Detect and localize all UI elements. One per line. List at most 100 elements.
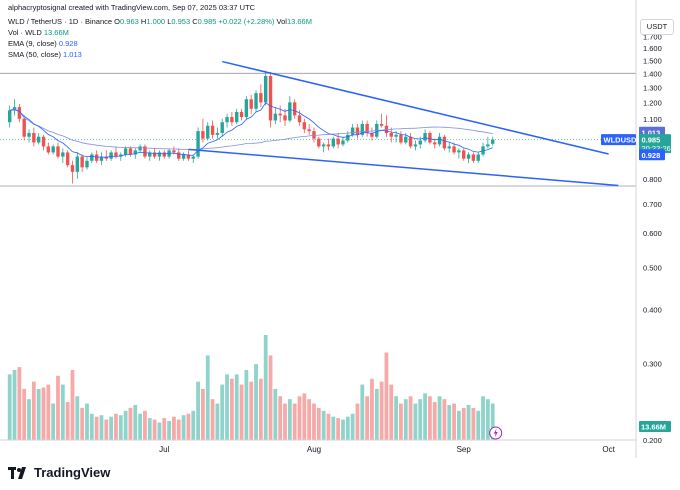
volume-bar xyxy=(239,384,244,440)
candle-body xyxy=(123,148,128,155)
volume-bar xyxy=(31,381,36,440)
candle-body xyxy=(152,152,157,157)
volume-bar xyxy=(418,399,423,440)
volume-legend: Vol · WLD 13.66M xyxy=(8,28,69,38)
volume-bar xyxy=(51,403,56,440)
volume-bar xyxy=(162,418,167,440)
volume-bar xyxy=(307,399,312,440)
volume-bar xyxy=(365,396,370,440)
candle-body xyxy=(133,150,137,155)
candle-body xyxy=(90,154,94,161)
candle-body xyxy=(370,132,374,137)
y-tick-label: 0.600 xyxy=(643,229,662,238)
volume-bar xyxy=(215,403,220,440)
candles xyxy=(8,70,495,184)
volume-bar xyxy=(360,384,365,440)
volume-tag-bg xyxy=(639,421,671,432)
ema-legend-value: 0.928 xyxy=(58,39,78,48)
candle-body xyxy=(355,127,360,135)
sma-legend: SMA (50, close) 1.013 xyxy=(8,50,82,60)
close-label: C xyxy=(192,17,198,26)
volume-tag: 13.66M xyxy=(641,423,666,432)
high-value: 1.000 xyxy=(146,17,166,26)
candle-body xyxy=(186,154,191,159)
candle-body xyxy=(307,129,311,132)
volume-bar xyxy=(312,403,316,440)
currency-button[interactable]: USDT xyxy=(640,19,674,35)
low-label: L xyxy=(167,17,172,26)
candle-body xyxy=(350,127,355,135)
candle-body xyxy=(32,132,36,143)
volume-bar xyxy=(254,364,258,440)
candle-body xyxy=(196,131,200,157)
volume-bar xyxy=(7,374,12,440)
volume-bar xyxy=(394,396,398,440)
candle-body xyxy=(157,152,162,157)
y-tick-label: 0.700 xyxy=(643,200,662,209)
volume-bar xyxy=(384,352,389,440)
candle-body xyxy=(321,144,326,147)
volume-bar xyxy=(104,419,109,440)
volume-bar xyxy=(423,393,427,440)
volume-bar xyxy=(75,396,80,440)
candle-body xyxy=(138,146,142,151)
symbol-name: WLD / TetherUS · 1D · Binance xyxy=(8,17,113,26)
candle-body xyxy=(423,132,427,141)
volume-bar xyxy=(56,375,60,440)
candle-body xyxy=(278,113,282,116)
open-value: 0.963 xyxy=(120,17,139,26)
candle-body xyxy=(230,117,234,123)
candle-body xyxy=(215,132,220,135)
volume-bar xyxy=(249,381,254,440)
volume-bar xyxy=(432,402,437,440)
volume-bar xyxy=(167,421,171,440)
candle-body xyxy=(283,115,287,121)
y-tick-label: 0.400 xyxy=(643,305,662,314)
candle-body xyxy=(326,144,331,147)
ema-9-line xyxy=(9,102,493,158)
candle-body xyxy=(399,134,403,143)
candle-body xyxy=(418,140,422,145)
volume-bar xyxy=(186,413,191,440)
candle-body xyxy=(408,136,413,147)
candle-body xyxy=(181,154,186,159)
volume-bar xyxy=(210,399,215,440)
ema-legend: EMA (9, close) 0.928 xyxy=(8,39,78,49)
x-tick-label: Jul xyxy=(159,445,169,454)
last-price-tag: 0.985 xyxy=(642,136,661,145)
candle-body xyxy=(17,107,22,119)
candle-body xyxy=(457,150,461,153)
candle-body xyxy=(41,136,46,147)
volume-bar xyxy=(176,419,181,440)
candle-body xyxy=(433,142,437,145)
volume-bar xyxy=(22,388,27,440)
candle-body xyxy=(201,131,205,139)
candle-body xyxy=(341,140,345,145)
volume-bar xyxy=(181,415,186,440)
candle-body xyxy=(239,112,244,118)
volume-bar xyxy=(428,396,432,440)
sma-50-line xyxy=(9,108,493,151)
candle-body xyxy=(114,152,118,157)
volume-bar xyxy=(355,403,360,440)
change-value: +0.022 (+2.28%) xyxy=(218,17,275,26)
volume-bar xyxy=(389,384,394,440)
volume-bar xyxy=(476,410,481,440)
wedge-trendline xyxy=(188,148,619,187)
candle-body xyxy=(85,160,89,168)
volume-bar xyxy=(196,381,200,440)
candle-body xyxy=(254,93,258,109)
candle-body xyxy=(61,152,65,157)
last-price-tag-bg xyxy=(639,134,671,154)
volume-bar xyxy=(94,416,99,440)
volume-bar xyxy=(46,384,51,440)
candle-body xyxy=(65,152,70,166)
volume-legend-label: Vol · WLD xyxy=(8,28,42,37)
candle-body xyxy=(365,123,369,133)
candle-body xyxy=(75,156,80,172)
volume-bar xyxy=(481,396,485,440)
candle-body xyxy=(317,138,321,147)
volume-bar xyxy=(268,355,273,440)
